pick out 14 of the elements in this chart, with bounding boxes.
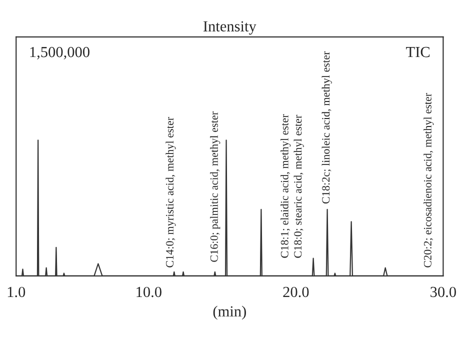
- text: 1,500,000: [30, 46, 90, 60]
- x-tick-label: 1.0: [8, 286, 26, 298]
- annotation: C18:0; stearic acid, methyl ester: [294, 114, 304, 258]
- annotation: C18:1; elaidic acid, methyl ester: [280, 114, 291, 258]
- x-tick-label: 30.0: [430, 286, 456, 298]
- chart-title: Intensity: [203, 21, 256, 35]
- annotation: C20:2; eicosadienoic acid, methyl ester: [424, 92, 434, 268]
- annotation: C16:0; palmitic acid, methyl ester: [210, 112, 220, 262]
- x-tick-label: 20.0: [283, 286, 309, 298]
- x-tick-label: 10.0: [136, 286, 162, 298]
- annotation: C18:2c; linoleic acid, methyl ester: [322, 51, 332, 204]
- annotation: C14:0; myristic acid, methyl ester: [166, 117, 176, 268]
- x-axis-title: (min): [213, 306, 246, 320]
- text: TIC: [406, 46, 430, 58]
